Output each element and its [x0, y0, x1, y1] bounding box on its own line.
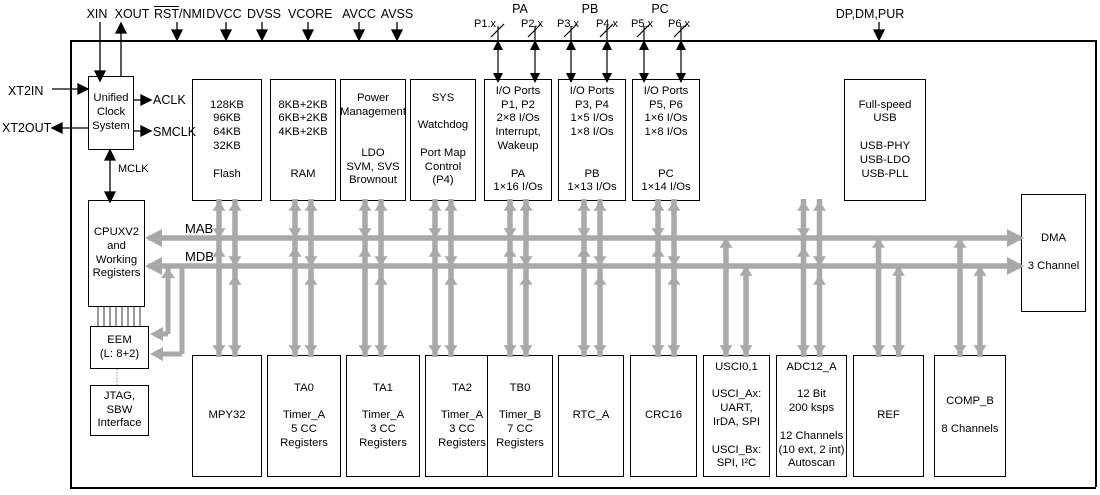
svg-text:MDB: MDB — [185, 249, 214, 264]
svg-text:MAB: MAB — [185, 221, 213, 236]
